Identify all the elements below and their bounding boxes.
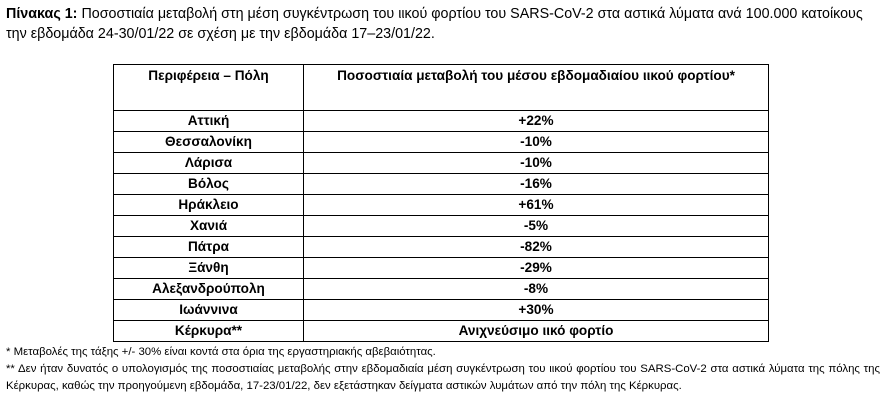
table-row: Λάρισα -10% (113, 152, 769, 174)
cell-city: Θεσσαλονίκη (113, 131, 304, 153)
cell-change: +22% (303, 110, 769, 132)
table-row: Θεσσαλονίκη -10% (113, 131, 769, 153)
cell-change: Ανιχνεύσιμο ιικό φορτίο (303, 320, 769, 342)
cell-change: +30% (303, 299, 769, 321)
cell-change: -29% (303, 257, 769, 279)
cell-change: -10% (303, 152, 769, 174)
table-header-row: Περιφέρεια – Πόλη Ποσοστιαία μεταβολή το… (113, 64, 769, 111)
cell-city: Ιωάννινα (113, 299, 304, 321)
cell-city: Αλεξανδρούπολη (113, 278, 304, 300)
table-row: Αττική +22% (113, 110, 769, 132)
cell-city: Λάρισα (113, 152, 304, 174)
cell-city: Χανιά (113, 215, 304, 237)
cell-change: -16% (303, 173, 769, 195)
caption-text: Ποσοστιαία μεταβολή στη μέση συγκέντρωση… (6, 6, 863, 42)
data-table: Περιφέρεια – Πόλη Ποσοστιαία μεταβολή το… (113, 64, 769, 342)
header-percent-change: Ποσοστιαία μεταβολή του μέσου εβδομαδιαί… (303, 64, 769, 111)
cell-city: Ηράκλειο (113, 194, 304, 216)
cell-city: Πάτρα (113, 236, 304, 258)
table-row: Αλεξανδρούπολη -8% (113, 278, 769, 300)
cell-city: Ξάνθη (113, 257, 304, 279)
table-row: Κέρκυρα** Ανιχνεύσιμο ιικό φορτίο (113, 320, 769, 342)
footnote-kerkyra: ** Δεν ήταν δυνατός ο υπολογισμός της πο… (6, 363, 880, 392)
table-caption: Πίνακας 1: Ποσοστιαία μεταβολή στη μέση … (6, 4, 886, 44)
table-row: Πάτρα -82% (113, 236, 769, 258)
table-row: Ξάνθη -29% (113, 257, 769, 279)
footnote-uncertainty: * Μεταβολές της τάξης +/- 30% είναι κοντ… (6, 346, 436, 358)
cell-city: Βόλος (113, 173, 304, 195)
caption-label: Πίνακας 1: (6, 6, 78, 22)
cell-city: Αττική (113, 110, 304, 132)
footnotes: * Μεταβολές της τάξης +/- 30% είναι κοντ… (6, 344, 880, 395)
cell-change: -82% (303, 236, 769, 258)
table-row: Χανιά -5% (113, 215, 769, 237)
cell-change: -10% (303, 131, 769, 153)
header-region-city: Περιφέρεια – Πόλη (113, 64, 304, 111)
table-row: Ηράκλειο +61% (113, 194, 769, 216)
table-row: Βόλος -16% (113, 173, 769, 195)
cell-change: +61% (303, 194, 769, 216)
cell-change: -5% (303, 215, 769, 237)
cell-change: -8% (303, 278, 769, 300)
cell-city: Κέρκυρα** (113, 320, 304, 342)
table-row: Ιωάννινα +30% (113, 299, 769, 321)
